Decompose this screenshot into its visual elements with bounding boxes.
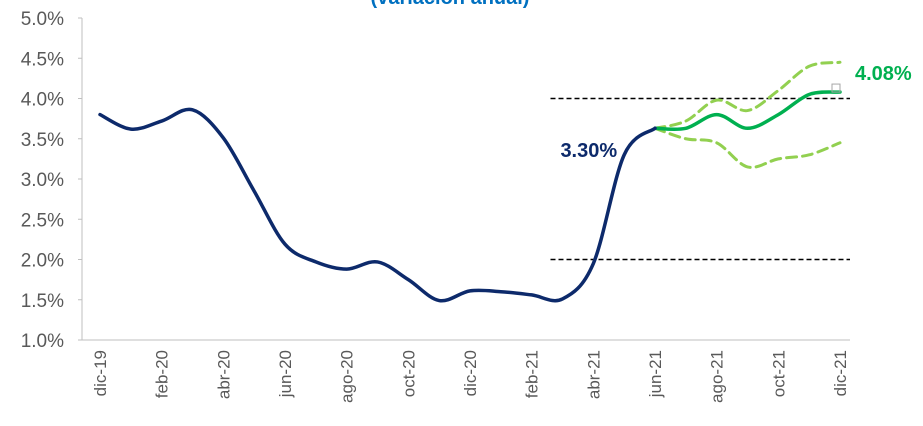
x-tick-label: jun-21: [646, 350, 665, 398]
chart-title: (variación anual): [371, 0, 530, 9]
annotation: 4.08%: [855, 63, 912, 85]
x-tick-label: ago-20: [338, 350, 357, 403]
y-tick-label: 4.0%: [21, 90, 64, 111]
x-tick-label: jun-20: [276, 350, 295, 398]
series-line: [653, 90, 842, 132]
x-tick-label: oct-21: [769, 350, 788, 397]
y-tick-label: 3.0%: [21, 170, 64, 191]
x-tick-label: feb-20: [153, 350, 172, 398]
y-tick-label: 5.0%: [21, 9, 64, 30]
marker-icon: [831, 83, 841, 93]
y-tick-label: 4.5%: [21, 49, 64, 70]
x-tick-label: abr-20: [214, 350, 233, 399]
series-line: [98, 107, 657, 303]
y-tick-label: 1.0%: [21, 331, 64, 352]
x-tick-label: dic-21: [831, 350, 850, 396]
x-tick-label: abr-21: [584, 350, 603, 399]
y-tick-label: 2.5%: [21, 210, 64, 231]
y-tick-label: 2.0%: [21, 251, 64, 272]
y-tick-label: 1.5%: [21, 291, 64, 312]
series-line: [653, 60, 842, 130]
x-tick-label: ago-21: [708, 350, 727, 403]
x-tick-label: feb-21: [523, 350, 542, 398]
y-tick-label: 3.5%: [21, 130, 64, 151]
annotation: 3.30%: [560, 140, 617, 162]
x-tick-label: dic-19: [91, 350, 110, 396]
series-line: [653, 126, 842, 169]
x-tick-label: dic-20: [461, 350, 480, 396]
x-tick-label: oct-20: [399, 350, 418, 397]
